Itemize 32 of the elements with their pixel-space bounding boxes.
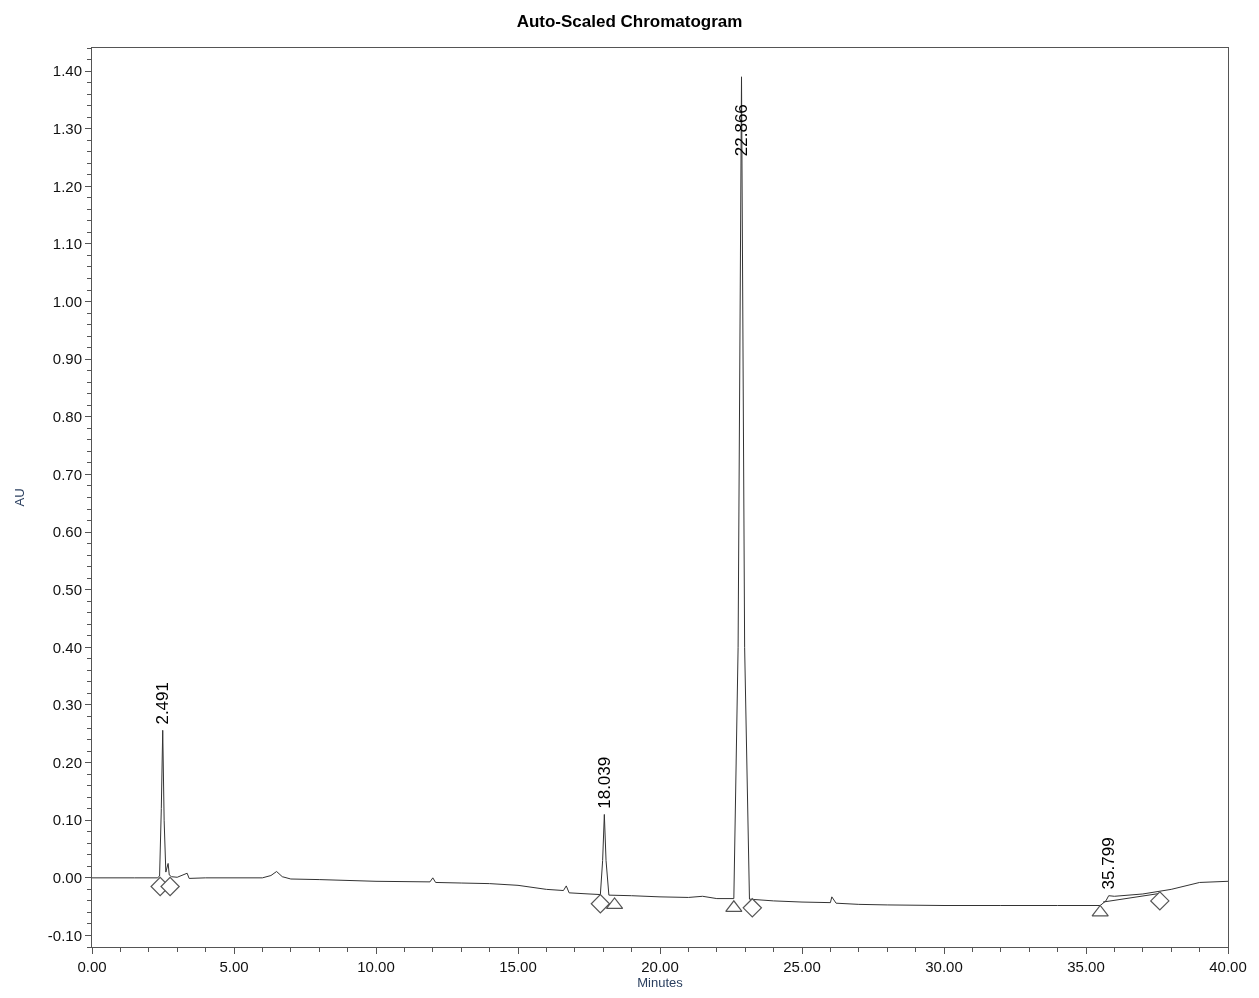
y-tick-label: 0.10	[52, 811, 82, 829]
y-tick-label: 0.80	[52, 408, 82, 426]
x-tick-label: 25.00	[783, 958, 821, 975]
y-tick-label: 0.00	[52, 869, 82, 887]
y-tick-label: 1.20	[52, 177, 82, 195]
annotation: 2.491	[152, 682, 172, 725]
y-tick-label: 1.10	[52, 235, 82, 253]
y-tick-label: 0.70	[52, 465, 82, 483]
x-tick-label: 30.00	[925, 958, 963, 975]
x-tick-label: 0.00	[77, 958, 107, 975]
y-tick-label: -0.10	[47, 926, 82, 944]
x-tick-label: 10.00	[357, 958, 395, 975]
y-tick-label: 0.90	[52, 350, 82, 368]
y-tick-label: 0.50	[52, 580, 82, 598]
x-tick-label: 20.00	[641, 958, 679, 975]
y-tick-label: 0.60	[52, 523, 82, 541]
annotation: 22.866	[731, 104, 751, 157]
x-tick-label: 15.00	[499, 958, 537, 975]
x-axis-title: Minutes	[637, 975, 684, 990]
y-tick-label: 0.20	[52, 753, 82, 771]
y-tick-label: 0.30	[52, 696, 82, 714]
x-tick-label: 5.00	[219, 958, 249, 975]
y-axis-title: AU	[11, 488, 27, 507]
chart-title: Auto-Scaled Chromatogram	[516, 11, 743, 31]
x-tick-label: 35.00	[1067, 958, 1105, 975]
y-tick-label: 0.40	[52, 638, 82, 656]
y-tick-label: 1.40	[52, 62, 82, 80]
x-tick-label: 40.00	[1209, 958, 1247, 975]
annotation: 35.799	[1098, 837, 1118, 890]
y-tick-label: 1.00	[52, 292, 82, 310]
annotation: 18.039	[594, 756, 614, 809]
y-tick-label: 1.30	[52, 119, 82, 137]
